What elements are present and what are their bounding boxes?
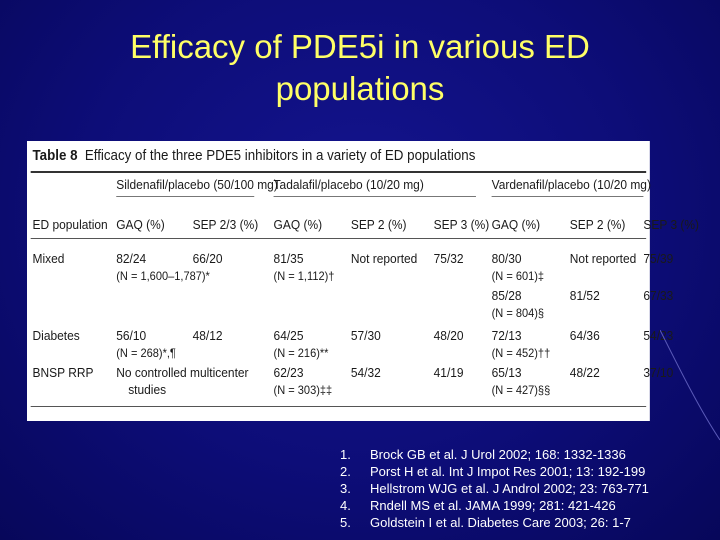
row-diabetes-population: Diabetes — [32, 328, 80, 343]
row-bnsp-tad-sep2: 54/32 — [350, 365, 381, 380]
row-mixed-sil-gaq-n: (N = 1,600–1,787)* — [116, 269, 210, 283]
col-header-sil-sep: SEP 2/3 (%) — [192, 217, 259, 232]
row-diabetes-sil-gaq-n: (N = 268)*,¶ — [116, 346, 176, 360]
group-rule-sildenafil — [116, 196, 255, 197]
reference-item: 1. Brock GB et al. J Urol 2002; 168: 1332… — [340, 446, 649, 463]
row-bnsp-population: BNSP RRP — [32, 365, 94, 380]
row-diabetes-tad-sep3: 48/20 — [433, 328, 464, 343]
col-header-tad-sep2: SEP 2 (%) — [350, 217, 407, 232]
reference-number: 3. — [340, 481, 351, 496]
slide-title: Efficacy of PDE5i in various ED populati… — [0, 26, 720, 110]
group-header-vardenafil: Vardenafil/placebo (10/20 mg) — [491, 177, 651, 192]
row-mixed-var-sep3: 75/39 — [643, 251, 674, 266]
reference-item: 5. Goldstein I et al. Diabetes Care 2003;… — [340, 514, 649, 531]
reference-text: Hellstrom WJG et al. J Androl 2002; 23: … — [370, 481, 649, 496]
col-header-tad-sep3: SEP 3 (%) — [433, 217, 490, 232]
reference-text: Rndell MS et al. JAMA 1999; 281: 421-426 — [370, 498, 616, 513]
row-diabetes-var-sep3: 54/23 — [643, 328, 674, 343]
row-mixed-var-gaq-n: (N = 601)‡ — [491, 269, 545, 283]
table-label: Table 8 — [32, 148, 78, 164]
row-bnsp-tad-sep3: 41/19 — [433, 365, 464, 380]
group-rule-vardenafil — [491, 196, 644, 197]
row-diabetes-tad-gaq: 64/25 — [273, 328, 304, 343]
row-bnsp-sil-text-2: studies — [128, 382, 167, 397]
decorative-swoosh — [660, 330, 720, 441]
row-diabetes-var-sep2: 64/36 — [569, 328, 600, 343]
reference-number: 2. — [340, 464, 351, 479]
row-mixed-var-gaq-b-n: (N = 804)§ — [491, 306, 545, 320]
row-mixed-var-sep3-b: 67/33 — [643, 288, 674, 303]
row-bnsp-tad-gaq: 62/23 — [273, 365, 304, 380]
row-mixed-var-gaq: 80/30 — [491, 251, 522, 266]
row-mixed-tad-gaq-n: (N = 1,112)† — [273, 269, 335, 283]
row-mixed-tad-sep2: Not reported — [350, 251, 418, 266]
row-bnsp-var-sep3: 37/10 — [643, 365, 674, 380]
row-diabetes-var-gaq: 72/13 — [491, 328, 522, 343]
row-bnsp-tad-gaq-n: (N = 303)‡‡ — [273, 383, 333, 397]
row-diabetes-sil-gaq: 56/10 — [116, 328, 147, 343]
header-bottom-rule — [30, 238, 647, 239]
efficacy-table: Table 8 Efficacy of the three PDE5 inhibi… — [27, 141, 699, 421]
reference-item: 2. Porst H et al. Int J Impot Res 2001; 1… — [340, 463, 649, 480]
reference-list: 1. Brock GB et al. J Urol 2002; 168: 1332… — [340, 446, 649, 531]
col-header-var-gaq: GAQ (%) — [491, 217, 541, 232]
table-bottom-rule — [30, 406, 647, 407]
col-header-population: ED population — [32, 217, 108, 232]
col-header-var-sep2: SEP 2 (%) — [569, 217, 626, 232]
table-caption-text: Efficacy of the three PDE5 inhibitors in… — [84, 148, 476, 164]
row-diabetes-tad-gaq-n: (N = 216)** — [273, 346, 329, 360]
group-header-sildenafil: Sildenafil/placebo (50/100 mg) — [116, 177, 278, 192]
reference-text: Porst H et al. Int J Impot Res 2001; 13:… — [370, 464, 646, 479]
col-header-var-sep3: SEP 3 (%) — [643, 217, 700, 232]
row-mixed-var-sep2: Not reported — [569, 251, 637, 266]
row-diabetes-var-gaq-n: (N = 452)†† — [491, 346, 551, 360]
table-top-rule — [30, 171, 647, 173]
row-mixed-population: Mixed — [32, 251, 65, 266]
col-header-tad-gaq: GAQ (%) — [273, 217, 323, 232]
row-diabetes-tad-sep2: 57/30 — [350, 328, 381, 343]
group-rule-tadalafil — [273, 196, 476, 197]
row-bnsp-var-gaq-n: (N = 427)§§ — [491, 383, 551, 397]
reference-text: Brock GB et al. J Urol 2002; 168: 1332-1… — [370, 447, 626, 462]
reference-item: 3. Hellstrom WJG et al. J Androl 2002; 23… — [340, 480, 649, 497]
row-mixed-sil-gaq: 82/24 — [116, 251, 147, 266]
row-mixed-var-sep2-b: 81/52 — [569, 288, 600, 303]
reference-text: Goldstein I et al. Diabetes Care 2003; 2… — [370, 515, 631, 530]
row-bnsp-sil-text-1: No controlled multicenter — [116, 365, 249, 380]
reference-number: 4. — [340, 498, 351, 513]
row-mixed-tad-sep3: 75/32 — [433, 251, 464, 266]
col-header-sil-gaq: GAQ (%) — [116, 217, 165, 232]
table-caption: Table 8 Efficacy of the three PDE5 inhibi… — [33, 148, 476, 164]
group-header-tadalafil: Tadalafil/placebo (10/20 mg) — [273, 177, 424, 192]
row-mixed-tad-gaq: 81/35 — [273, 251, 304, 266]
row-mixed-var-gaq-b: 85/28 — [491, 288, 522, 303]
slide-title-line-2: populations — [275, 70, 445, 107]
row-diabetes-sil-sep: 48/12 — [192, 328, 223, 343]
reference-number: 1. — [340, 447, 351, 462]
row-bnsp-var-sep2: 48/22 — [569, 365, 600, 380]
row-mixed-sil-sep: 66/20 — [192, 251, 223, 266]
reference-item: 4. Rndell MS et al. JAMA 1999; 281: 421-4… — [340, 497, 649, 514]
slide-title-line-1: Efficacy of PDE5i in various ED — [130, 28, 590, 65]
reference-number: 5. — [340, 515, 351, 530]
row-bnsp-var-gaq: 65/13 — [491, 365, 522, 380]
